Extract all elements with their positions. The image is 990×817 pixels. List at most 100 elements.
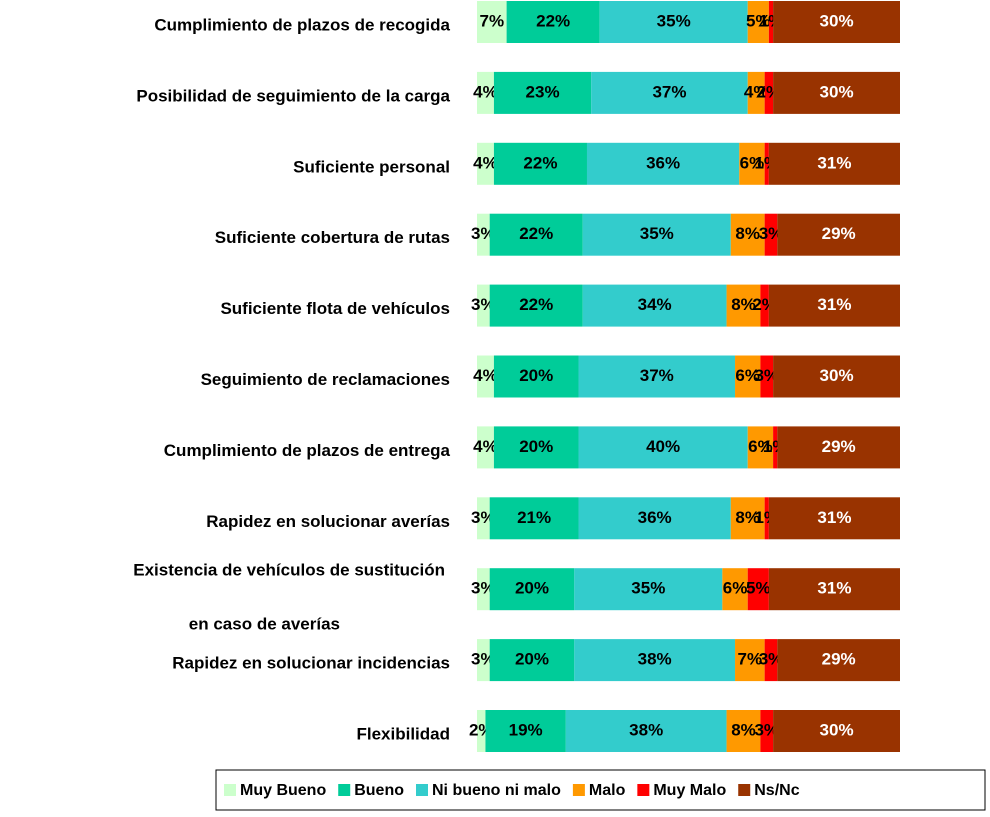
bar-segment [477, 71, 494, 114]
data-label: 8% [735, 224, 760, 243]
data-label: 22% [536, 11, 570, 30]
category-label: Suficiente cobertura de rutas [215, 228, 450, 247]
data-label: 20% [519, 437, 553, 456]
bar-segment [493, 71, 592, 114]
data-label: 31% [817, 295, 851, 314]
bar-segment [574, 639, 736, 682]
bar-segment [477, 213, 490, 256]
bar-segment [773, 355, 900, 398]
data-label: 8% [731, 295, 756, 314]
bar-segment [578, 355, 736, 398]
category-label: Cumplimiento de plazos de entrega [164, 441, 451, 460]
bar-segment [773, 1, 900, 43]
legend-swatch [637, 784, 650, 796]
bar-segment [574, 568, 723, 611]
data-label: 8% [731, 720, 756, 739]
data-label: 30% [820, 11, 854, 30]
data-label: 37% [652, 82, 686, 101]
bar-segment [764, 497, 769, 540]
bar-segment [586, 142, 740, 185]
data-label: 4% [744, 82, 769, 101]
bar-segment [747, 1, 769, 43]
legend-label: Malo [589, 782, 626, 799]
bar-segment [777, 639, 900, 682]
bar-segment [485, 710, 566, 752]
legend-label: Ni bueno ni malo [432, 782, 561, 799]
bar-segment [773, 426, 778, 469]
bar-segment [760, 355, 774, 398]
bar-segment [477, 426, 494, 469]
data-label: 20% [519, 366, 553, 385]
bar-segment [477, 497, 490, 540]
bar-segment [764, 142, 769, 185]
bar-segment [730, 497, 765, 540]
bar-segment [493, 355, 579, 398]
data-label: 3% [754, 720, 779, 739]
data-label: 5% [746, 11, 771, 30]
data-label: 36% [646, 153, 680, 172]
bar-segment [489, 568, 575, 611]
category-label: en caso de averías [189, 615, 340, 634]
bar-segment [565, 710, 727, 752]
data-label: 30% [820, 82, 854, 101]
bar-segment [739, 142, 765, 185]
bar-segment [747, 568, 769, 611]
bar-segment [726, 284, 761, 327]
bar-segment [722, 568, 748, 611]
data-label: 8% [735, 508, 760, 527]
data-label: 31% [817, 508, 851, 527]
data-label: 34% [638, 295, 672, 314]
bar-segment [477, 710, 486, 752]
category-label: Posibilidad de seguimiento de la carga [136, 86, 450, 105]
data-label: 7% [480, 11, 505, 30]
data-label: 3% [759, 224, 784, 243]
data-label: 6% [723, 579, 748, 598]
data-label: 3% [471, 579, 496, 598]
data-label: 19% [509, 720, 543, 739]
bar-segment [764, 71, 774, 114]
data-label: 37% [640, 366, 674, 385]
legend-swatch [738, 784, 751, 796]
bar-segment [768, 568, 900, 611]
bar-segment [735, 355, 761, 398]
data-label: 31% [817, 153, 851, 172]
bar-segment [773, 710, 900, 752]
bar-segment [747, 71, 765, 114]
category-label: Suficiente flota de vehículos [220, 299, 450, 318]
legend-label: Muy Malo [653, 782, 726, 799]
bar-segment [599, 1, 748, 43]
bar-segment [477, 639, 490, 682]
data-label: 22% [519, 295, 553, 314]
legend-label: Ns/Nc [754, 782, 799, 799]
data-label: 29% [822, 650, 856, 669]
bar-segment [489, 497, 579, 540]
bar-segment [777, 426, 900, 469]
bar-segment [477, 355, 494, 398]
bar-segment [477, 568, 490, 611]
data-label: 5% [746, 579, 771, 598]
data-label: 30% [820, 720, 854, 739]
data-label: 23% [526, 82, 560, 101]
bar-segment [489, 284, 583, 327]
legend-label: Bueno [354, 782, 404, 799]
bar-segment [773, 71, 900, 114]
category-label: Rapidez en solucionar averías [206, 512, 450, 531]
bar-segment [582, 213, 731, 256]
bar-segment [493, 142, 587, 185]
data-label: 20% [515, 579, 549, 598]
data-label: 35% [631, 579, 665, 598]
category-label: Existencia de vehículos de sustitución [133, 561, 445, 580]
bar-segment [768, 142, 900, 185]
data-label: 6% [740, 153, 765, 172]
bar-segment [764, 213, 778, 256]
bar-segment [777, 213, 900, 256]
bar-segment [477, 284, 490, 327]
data-label: 3% [754, 366, 779, 385]
data-label: 29% [822, 437, 856, 456]
data-label: 22% [523, 153, 557, 172]
data-label: 6% [735, 366, 760, 385]
data-label: 35% [657, 11, 691, 30]
data-label: 35% [640, 224, 674, 243]
bar-segment [726, 710, 761, 752]
data-label: 3% [471, 650, 496, 669]
